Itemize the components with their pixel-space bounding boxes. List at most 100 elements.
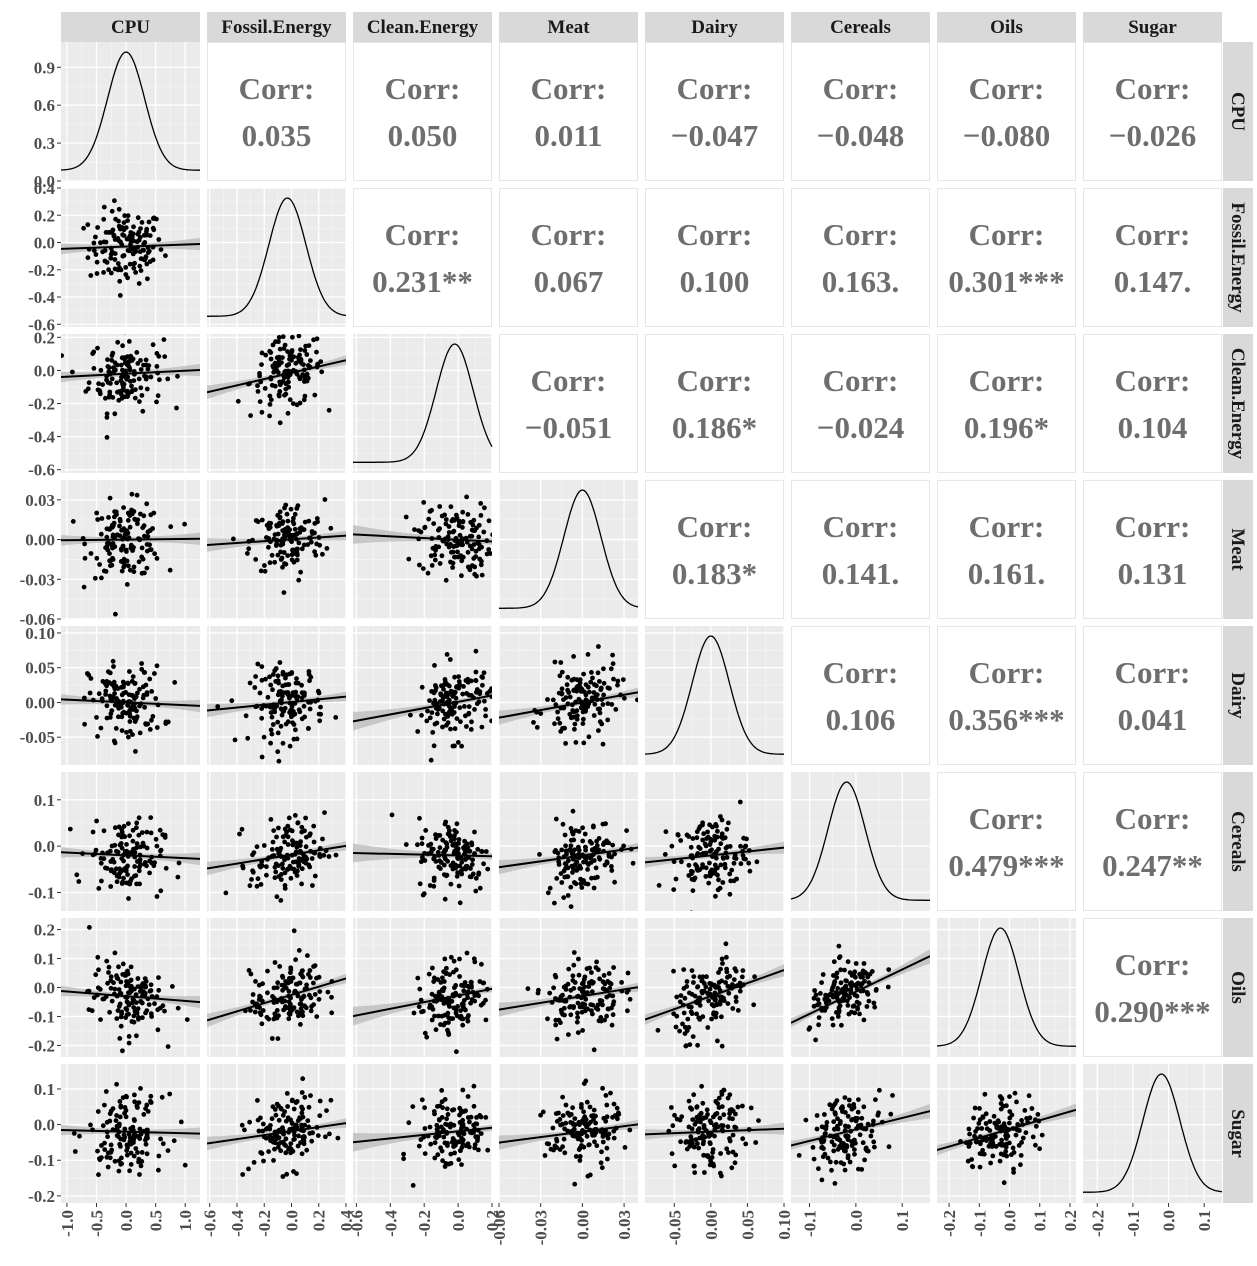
data-point (991, 1113, 997, 1119)
data-point (552, 972, 558, 978)
data-point (673, 876, 679, 882)
data-point (610, 652, 615, 658)
data-point (271, 828, 277, 833)
data-point (324, 1108, 329, 1113)
data-point (274, 894, 280, 900)
data-point (118, 704, 124, 710)
data-point (563, 843, 568, 849)
data-point (419, 841, 425, 847)
data-point (700, 837, 706, 843)
data-point (276, 358, 282, 364)
data-point (588, 860, 594, 865)
data-point (683, 1043, 689, 1049)
data-point (250, 869, 256, 875)
data-point (580, 1028, 585, 1033)
data-point (333, 852, 339, 858)
data-point (155, 1027, 161, 1033)
data-point (142, 704, 148, 710)
data-point (145, 534, 151, 539)
data-point (270, 363, 276, 369)
data-point (688, 1009, 694, 1015)
data-point (124, 1148, 130, 1153)
data-point (127, 261, 133, 267)
data-point (606, 971, 612, 976)
data-point (91, 349, 97, 355)
scatter-panel-sugar-oils (937, 1064, 1076, 1203)
data-point (122, 213, 128, 219)
data-point (101, 828, 107, 834)
data-point (299, 1090, 305, 1095)
data-point (450, 565, 455, 570)
data-point (576, 829, 582, 834)
data-point (740, 1136, 746, 1142)
data-point (104, 411, 110, 417)
data-point (139, 570, 145, 576)
data-point (278, 1105, 284, 1111)
data-point (271, 1158, 276, 1163)
data-point (95, 954, 101, 960)
data-point (283, 1150, 289, 1156)
data-point (440, 975, 445, 981)
data-point (101, 239, 107, 245)
data-point (625, 1008, 630, 1014)
x-tick-label: -0.1 (1124, 1210, 1143, 1237)
data-point (61, 353, 64, 358)
panel-background (791, 188, 930, 327)
data-point (99, 1143, 104, 1148)
data-point (481, 861, 486, 867)
corr-label: Corr: (1115, 509, 1191, 544)
data-point (100, 996, 106, 1002)
data-point (724, 966, 729, 972)
corr-value: 0.131 (1118, 556, 1188, 591)
data-point (266, 1149, 271, 1154)
data-point (112, 411, 118, 417)
data-point (1037, 1146, 1042, 1152)
data-point (317, 1113, 323, 1119)
data-point (235, 398, 241, 404)
data-point (108, 251, 114, 257)
data-point (601, 666, 606, 672)
data-point (601, 840, 607, 846)
row-strip-label: Meat (1227, 528, 1248, 571)
data-point (596, 728, 601, 733)
data-point (832, 1126, 837, 1132)
data-point (596, 644, 601, 649)
data-point (1013, 1132, 1019, 1138)
data-point (712, 1133, 717, 1139)
data-point (872, 1144, 877, 1150)
data-point (290, 547, 295, 553)
data-point (816, 1015, 822, 1020)
data-point (294, 402, 300, 408)
x-tick-label: -0.2 (1088, 1210, 1107, 1237)
scatter-panel-cereals-meat (498, 772, 638, 911)
data-point (454, 1140, 459, 1146)
data-point (566, 966, 572, 972)
data-point (431, 979, 437, 984)
data-point (107, 389, 113, 395)
data-point (133, 270, 139, 275)
data-point (471, 1103, 477, 1109)
data-point (129, 234, 135, 240)
data-point (112, 257, 118, 262)
fit-line (499, 1123, 638, 1144)
data-point (306, 726, 311, 731)
data-point (265, 990, 270, 996)
data-point (408, 712, 413, 718)
data-point (306, 1104, 312, 1110)
column-strip-fossil-energy (207, 12, 346, 42)
data-point (104, 435, 110, 440)
data-point (459, 558, 465, 564)
data-point (119, 225, 125, 230)
data-point (144, 386, 150, 392)
fit-line (499, 846, 638, 869)
data-point (845, 1153, 851, 1158)
data-point (124, 582, 130, 587)
data-point (286, 976, 292, 981)
data-point (472, 829, 477, 835)
panel-background (791, 480, 930, 619)
data-point (314, 1014, 320, 1019)
fit-line (645, 846, 784, 864)
data-point (108, 270, 114, 276)
data-point (276, 339, 281, 345)
data-point (94, 818, 99, 824)
